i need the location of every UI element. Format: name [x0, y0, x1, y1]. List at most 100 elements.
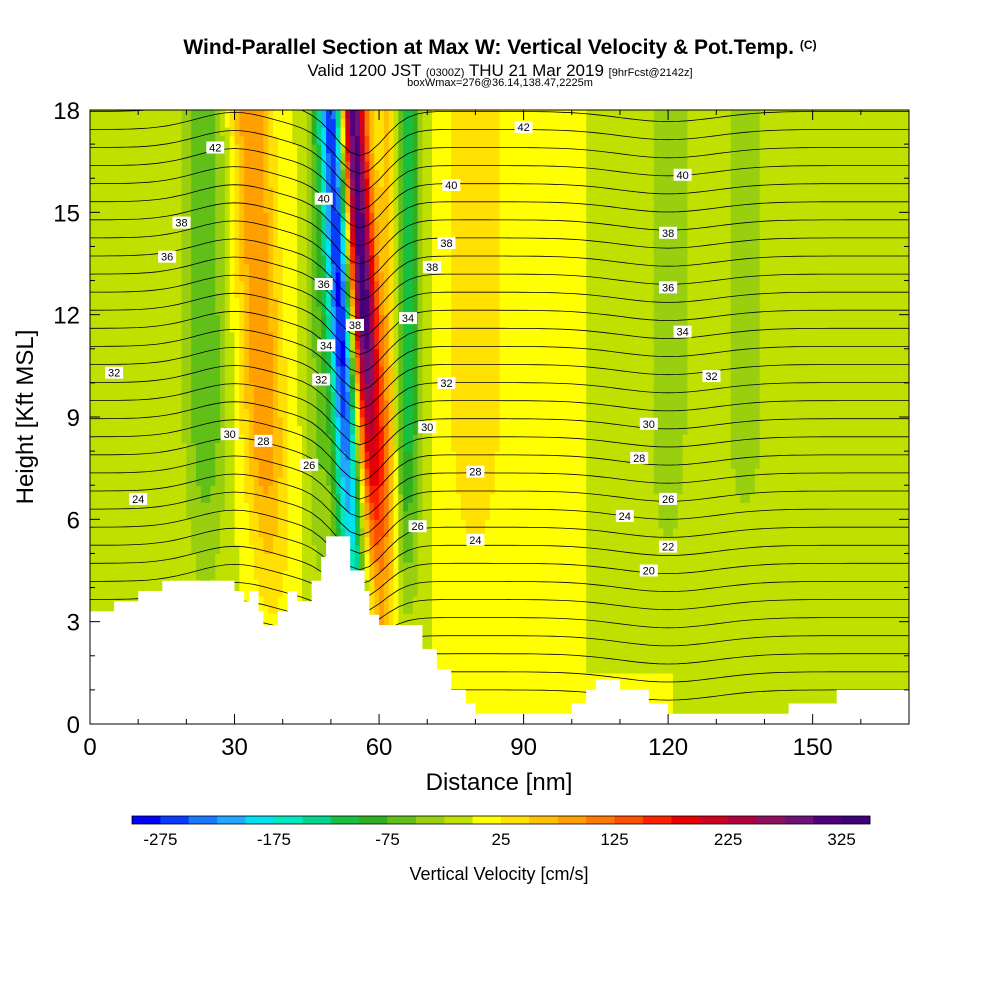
field-cell [191, 570, 197, 580]
field-cell [904, 630, 909, 640]
field-cell [783, 561, 790, 572]
field-cell [436, 630, 443, 640]
field-cell [412, 536, 419, 546]
field-cell [894, 519, 900, 529]
field-cell [528, 553, 534, 563]
field-cell [615, 647, 621, 657]
field-cell [436, 502, 443, 512]
field-cell [562, 621, 568, 631]
field-cell [571, 664, 578, 674]
field-cell [788, 553, 794, 563]
field-cell [798, 510, 804, 520]
field-cell [591, 502, 597, 512]
field-cell [745, 630, 751, 640]
field-cell [547, 638, 554, 648]
field-cell [716, 544, 722, 555]
field-cell [817, 638, 823, 648]
field-cell [427, 630, 433, 640]
field-cell [547, 553, 554, 563]
field-cell [485, 689, 491, 700]
field-cell [807, 655, 814, 665]
field-cell [403, 587, 409, 597]
field-cell [509, 510, 515, 520]
field-cell [894, 493, 900, 503]
field-cell [369, 561, 375, 572]
field-cell [624, 596, 631, 606]
field-cell [764, 681, 770, 691]
field-cell [904, 672, 909, 682]
field-cell [778, 493, 785, 503]
field-cell [653, 647, 660, 657]
field-cell [769, 476, 775, 486]
field-cell [533, 706, 539, 717]
field-cell [311, 493, 318, 503]
field-cell [692, 493, 698, 503]
field-cell [697, 698, 703, 708]
field-cell [774, 587, 780, 597]
field-cell [465, 519, 472, 529]
field-cell [822, 681, 828, 691]
field-cell [788, 510, 794, 520]
field-cell [123, 596, 130, 606]
field-cell [880, 647, 886, 657]
field-cell [605, 621, 611, 631]
field-cell [374, 527, 380, 537]
field-cell [677, 596, 684, 606]
field-cell [682, 638, 688, 648]
field-cell [379, 553, 385, 563]
field-cell [711, 689, 717, 700]
field-cell [446, 493, 452, 503]
field-cell [644, 553, 650, 563]
field-cell [542, 493, 549, 503]
field-cell [388, 476, 395, 486]
field-cell [557, 544, 563, 555]
field-cell [566, 519, 573, 529]
field-cell [398, 587, 404, 597]
field-cell [509, 630, 515, 640]
field-cell [268, 536, 274, 546]
field-cell [181, 468, 187, 478]
field-cell [258, 587, 265, 597]
field-cell [658, 613, 664, 623]
field-cell [793, 638, 799, 648]
field-cell [716, 579, 722, 589]
field-cell [94, 544, 101, 555]
field-cell [889, 476, 896, 486]
field-cell [494, 544, 501, 555]
field-cell [460, 664, 467, 674]
field-cell [605, 510, 611, 520]
field-cell [822, 510, 828, 520]
field-cell [884, 544, 891, 555]
field-cell [610, 596, 616, 606]
field-cell [460, 553, 467, 563]
field-cell [610, 604, 616, 614]
field-cell [745, 579, 751, 589]
field-cell [557, 647, 563, 657]
field-cell [644, 519, 650, 529]
field-cell [104, 493, 110, 503]
field-cell [441, 621, 448, 631]
field-cell [663, 647, 669, 657]
field-cell [94, 485, 101, 495]
field-cell [369, 587, 375, 597]
field-cell [759, 681, 766, 691]
field-cell [634, 544, 640, 555]
field-cell [485, 579, 491, 589]
field-cell [480, 647, 486, 657]
field-cell [904, 476, 909, 486]
field-cell [721, 579, 727, 589]
field-cell [533, 630, 539, 640]
field-cell [369, 476, 375, 486]
field-cell [518, 647, 525, 657]
field-cell [292, 544, 298, 555]
field-cell [547, 570, 554, 580]
field-cell [803, 561, 809, 572]
field-cell [234, 561, 240, 572]
field-cell [171, 502, 178, 512]
field-cell [615, 664, 621, 674]
field-cell [889, 544, 896, 555]
field-cell [759, 587, 766, 597]
field-cell [403, 519, 409, 529]
field-cell [465, 681, 472, 691]
field-cell [677, 544, 684, 555]
